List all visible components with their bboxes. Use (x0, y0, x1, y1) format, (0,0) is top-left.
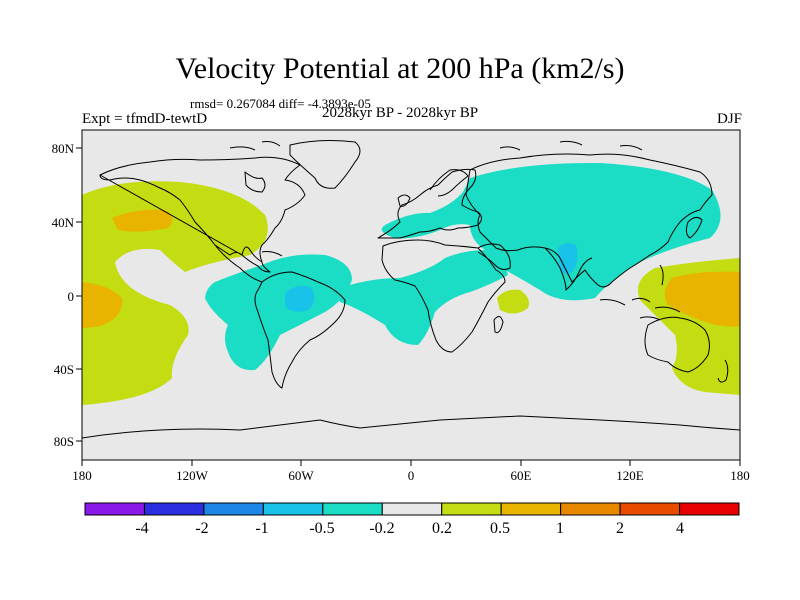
longitude-axis (81, 460, 741, 466)
coast-antarctica (82, 415, 740, 439)
colorbar-labels: -4 -2 -1 -0.5 -0.2 0.2 0.5 1 2 4 (135, 520, 684, 537)
contour-positive-indian-ocean (497, 289, 529, 314)
colorbar-label: -1 (255, 520, 268, 537)
colorbar-label: 0.2 (432, 520, 452, 537)
lat-label-40n: 40N (52, 215, 75, 230)
lat-label-40s: 40S (54, 362, 74, 377)
coast-central-america (214, 244, 263, 283)
coast-south-america (254, 271, 346, 389)
lon-label-60e: 60E (511, 468, 532, 483)
colorbar-box (322, 502, 383, 516)
lon-label-120e: 120E (616, 468, 644, 483)
contour-negative-asia (381, 162, 721, 301)
coast-indonesia (599, 297, 681, 321)
lon-label-180w: 180 (72, 468, 92, 483)
contour-negative-south-america (205, 254, 352, 371)
contour-negative-africa (338, 250, 508, 345)
coast-japan (685, 216, 703, 239)
lat-label-80n: 80N (52, 141, 75, 156)
coast-uk (397, 194, 411, 207)
coast-greenland (289, 140, 361, 189)
colorbar-label: -2 (195, 520, 208, 537)
rmsd-diff-stats: rmsd= 0.267084 diff= -4.3893e-05 (190, 96, 371, 111)
chart-title: Velocity Potential at 200 hPa (km2/s) (175, 52, 625, 85)
period-label: 2028kyr BP - 2028kyr BP (322, 105, 479, 121)
colorbar-box (381, 502, 443, 516)
lon-label-120w: 120W (176, 468, 209, 483)
contour-core-india (558, 243, 578, 274)
colorbar-label: 2 (616, 520, 624, 537)
coast-africa (381, 239, 506, 353)
colorbar-box (500, 502, 562, 516)
contour-positive-east-pacific (82, 181, 268, 405)
latitude-labels: 80N 40N 0 40S 80S (52, 141, 75, 449)
colorbar (84, 502, 740, 516)
coast-australia (644, 316, 710, 373)
coast-scandinavia (429, 169, 469, 197)
coast-north-america (99, 156, 306, 273)
colorbar-label: 0.5 (490, 520, 510, 537)
colorbar-label: -4 (135, 520, 148, 537)
colorbar-box (441, 502, 502, 516)
coast-india (544, 247, 593, 291)
lat-label-80s: 80S (54, 434, 74, 449)
contour-core-amazon (285, 285, 315, 312)
contour-core-south-pacific (82, 282, 123, 328)
coast-new-zealand (717, 359, 729, 383)
colorbar-box (262, 502, 324, 516)
longitude-labels: 180 120W 60W 0 60E 120E 180 (72, 468, 750, 483)
coast-hudson-bay (244, 171, 266, 193)
latitude-axis (76, 147, 82, 442)
lon-label-180e: 180 (730, 468, 750, 483)
season-label: DJF (716, 111, 742, 127)
colorbar-label: 1 (556, 520, 564, 537)
coast-arctic-islands (229, 140, 643, 151)
lat-label-0: 0 (68, 289, 75, 304)
lon-label-0: 0 (408, 468, 415, 483)
colorbar-box (84, 502, 145, 516)
colorbar-label: -0.2 (369, 520, 394, 537)
coast-madagascar (493, 316, 504, 333)
colorbar-box (560, 502, 621, 516)
contour-fields (82, 140, 740, 439)
lon-label-60w: 60W (288, 468, 314, 483)
coast-philippines (659, 264, 664, 286)
experiment-label: Expt = tfmdD-tewtD (82, 111, 208, 127)
coast-cuba (261, 251, 283, 257)
colorbar-box (203, 502, 264, 516)
coast-asia (465, 153, 713, 288)
contour-core-maritime (664, 271, 740, 327)
contour-core-north-pacific (112, 209, 173, 232)
colorbar-label: -0.5 (309, 520, 334, 537)
colorbar-label: 4 (676, 520, 684, 537)
colorbar-box (619, 502, 681, 516)
coast-arabia (477, 243, 511, 270)
colorbar-box (143, 502, 205, 516)
coastlines (82, 140, 740, 439)
colorbar-box (679, 502, 740, 516)
